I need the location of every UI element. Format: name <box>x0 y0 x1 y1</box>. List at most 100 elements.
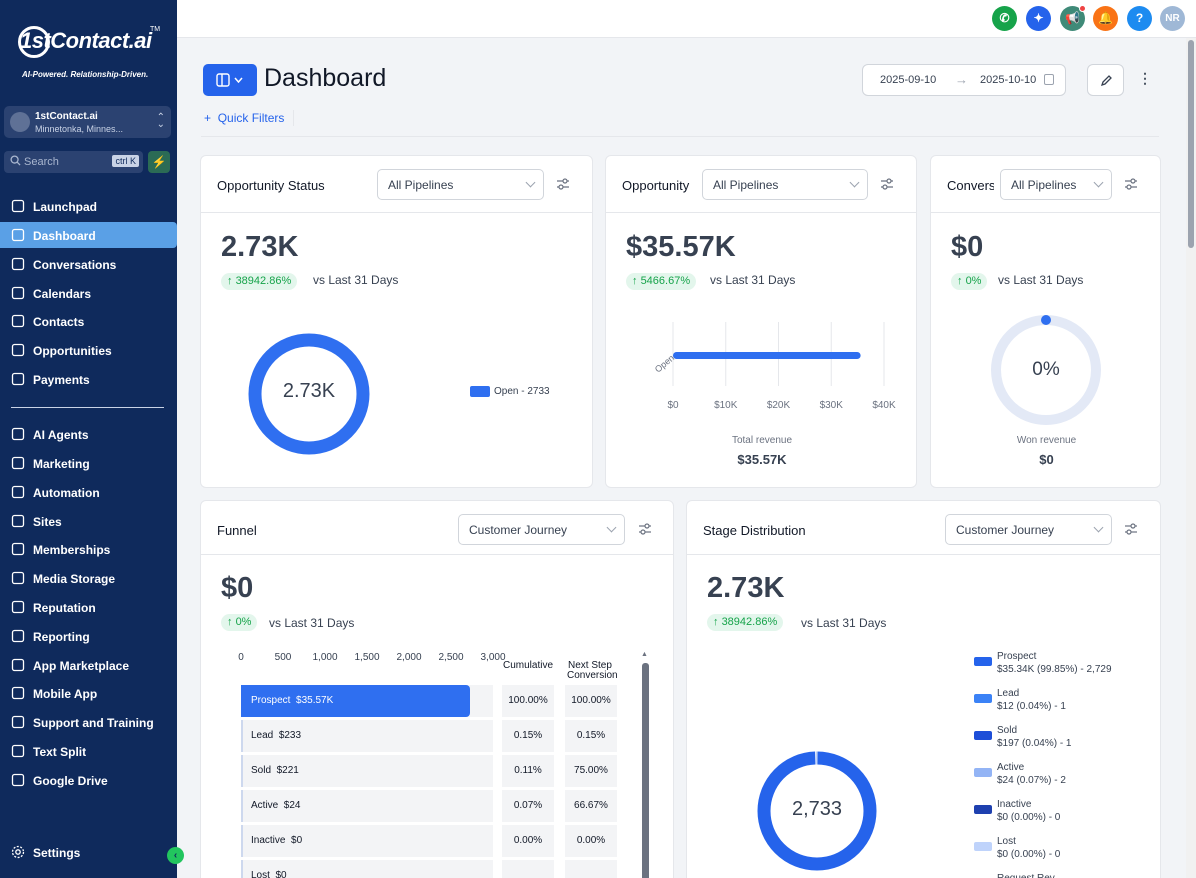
mobile-icon <box>11 686 25 700</box>
more-options-icon[interactable]: ⋮ <box>1138 70 1152 86</box>
app-grid-icon <box>11 658 25 672</box>
quick-filters-button[interactable]: + Quick Filters <box>204 111 285 125</box>
date-start: 2025-09-10 <box>880 74 937 86</box>
sidebar-item-mobile-app[interactable]: Mobile App <box>0 680 177 706</box>
cumulative-cell: 0.15% <box>502 720 554 752</box>
legend-entry: Sold $197 (0.04%) - 1 <box>997 725 1072 749</box>
sidebar-item-settings[interactable]: Settings <box>0 839 177 865</box>
sidebar-item-opportunities[interactable]: Opportunities <box>0 337 177 363</box>
sidebar-item-payments[interactable]: Payments <box>0 366 177 392</box>
edit-dashboard-button[interactable] <box>1087 64 1124 96</box>
sidebar-item-label: Conversations <box>33 258 117 272</box>
filter-settings-icon[interactable] <box>1124 523 1138 535</box>
phone-icon[interactable]: ✆ <box>992 6 1017 31</box>
quick-action-bolt-icon[interactable]: ⚡ <box>148 151 170 173</box>
sidebar-item-reporting[interactable]: Reporting <box>0 623 177 649</box>
avatar[interactable]: NR <box>1160 6 1185 31</box>
sidebar-item-text-split[interactable]: Text Split <box>0 738 177 764</box>
sidebar-item-google-drive[interactable]: Google Drive <box>0 767 177 793</box>
sidebar-item-contacts[interactable]: Contacts <box>0 308 177 334</box>
funnel-row[interactable]: Prospect $35.57K <box>241 685 493 717</box>
sidebar-item-label: App Marketplace <box>33 659 130 673</box>
account-switcher[interactable]: 1stContact.ai Minnetonka, Minnes... ⌃ ⌄ <box>4 106 171 138</box>
cumulative-cell: 100.00% <box>502 685 554 717</box>
scroll-up-icon[interactable]: ▲ <box>641 651 648 658</box>
sidebar-item-conversations[interactable]: Conversations <box>0 251 177 277</box>
payments-icon <box>11 372 25 386</box>
sidebar-item-label: Automation <box>33 486 100 500</box>
help-icon[interactable]: ? <box>1127 6 1152 31</box>
sidebar-divider <box>11 407 164 408</box>
sidebar-item-label: Payments <box>33 373 90 387</box>
comparison-label: vs Last 31 Days <box>998 273 1084 287</box>
ai-agents-icon <box>11 427 25 441</box>
sidebar-item-memberships[interactable]: Memberships <box>0 536 177 562</box>
sidebar-item-label: Opportunities <box>33 344 112 358</box>
scrollbar-thumb[interactable] <box>642 663 649 878</box>
sidebar-item-sites[interactable]: Sites <box>0 508 177 534</box>
sidebar-item-label: Launchpad <box>33 200 98 214</box>
page-scrollbar[interactable] <box>1186 38 1196 878</box>
funnel-row[interactable]: Lead $233 <box>241 720 493 752</box>
page-title: Dashboard <box>264 64 387 92</box>
date-end: 2025-10-10 <box>980 74 1037 86</box>
sidebar-item-support-and-training[interactable]: Support and Training <box>0 709 177 735</box>
sidebar-item-dashboard[interactable]: Dashboard <box>0 222 177 248</box>
logo-ring-icon <box>18 26 50 58</box>
sidebar-item-ai-agents[interactable]: AI Agents <box>0 421 177 447</box>
pipeline-select[interactable]: All Pipelines <box>377 169 544 200</box>
cumulative-cell: 0.07% <box>502 790 554 822</box>
funnel-row[interactable]: Active $24 <box>241 790 493 822</box>
filter-settings-icon[interactable] <box>880 178 894 190</box>
funnel-row-label: Sold $221 <box>251 765 299 776</box>
sidebar-item-label: Memberships <box>33 543 111 557</box>
search-input[interactable]: Search ctrl K <box>4 151 143 173</box>
card-header: Opportunity All Pipelines <box>606 156 916 213</box>
automation-icon <box>11 485 25 499</box>
gauge-footer-label: Won revenue <box>1016 435 1077 446</box>
scrollbar-thumb[interactable] <box>1188 40 1194 248</box>
filter-settings-icon[interactable] <box>638 523 652 535</box>
brand-logo[interactable]: 1stContact.ai TM AI-Powered. Relationshi… <box>18 22 160 82</box>
legend-entry: Active $24 (0.07%) - 2 <box>997 762 1066 786</box>
funnel-x-tick: 3,000 <box>480 652 506 663</box>
sidebar-item-marketing[interactable]: Marketing <box>0 450 177 476</box>
comparison-label: vs Last 31 Days <box>801 616 887 630</box>
sidebar-item-label: Text Split <box>33 745 87 759</box>
select-value: All Pipelines <box>1011 178 1077 192</box>
date-range-picker[interactable]: 2025-09-10 → 2025-10-10 <box>862 64 1066 96</box>
opportunity-card: Opportunity All Pipelines $35.57K ↑ 5466… <box>605 155 917 488</box>
legend-entry: Lost $0 (0.00%) - 0 <box>997 836 1061 860</box>
card-header: Funnel Customer Journey <box>201 501 673 555</box>
calendar-icon <box>11 286 25 300</box>
sidebar-item-automation[interactable]: Automation <box>0 479 177 505</box>
pipeline-select[interactable]: All Pipelines <box>1000 169 1112 200</box>
funnel-row[interactable]: Inactive $0 <box>241 825 493 857</box>
journey-select[interactable]: Customer Journey <box>945 514 1112 545</box>
cumulative-cell: 0.11% <box>502 755 554 787</box>
sidebar-item-label: Reputation <box>33 601 96 615</box>
donut-slice-lead <box>757 751 877 871</box>
funnel-row[interactable]: Lost $0 <box>241 860 493 878</box>
funnel-scrollbar[interactable]: ▲ <box>640 651 650 878</box>
filter-settings-icon[interactable] <box>556 178 570 190</box>
funnel-bar <box>241 860 243 878</box>
sidebar-item-reputation[interactable]: Reputation <box>0 594 177 620</box>
ai-sparkle-icon[interactable]: ✦ <box>1026 6 1051 31</box>
collapse-sidebar-button[interactable]: ‹ <box>167 847 184 864</box>
logo-tm: TM <box>150 26 161 33</box>
journey-select[interactable]: Customer Journey <box>458 514 625 545</box>
funnel-row-label: Prospect $35.57K <box>251 695 334 706</box>
sidebar-item-calendars[interactable]: Calendars <box>0 280 177 306</box>
sidebar-item-app-marketplace[interactable]: App Marketplace <box>0 652 177 678</box>
filter-settings-icon[interactable] <box>1124 178 1138 190</box>
bell-icon[interactable]: 🔔 <box>1093 6 1118 31</box>
notification-dot <box>1079 5 1086 12</box>
funnel-row[interactable]: Sold $221 <box>241 755 493 787</box>
pipeline-select[interactable]: All Pipelines <box>702 169 868 200</box>
change-badge: ↑ 0% <box>951 273 988 290</box>
dashboard-switcher-button[interactable] <box>203 64 257 96</box>
announcement-icon[interactable]: 📢 <box>1060 5 1086 31</box>
sidebar-item-launchpad[interactable]: Launchpad <box>0 193 177 219</box>
sidebar-item-media-storage[interactable]: Media Storage <box>0 565 177 591</box>
